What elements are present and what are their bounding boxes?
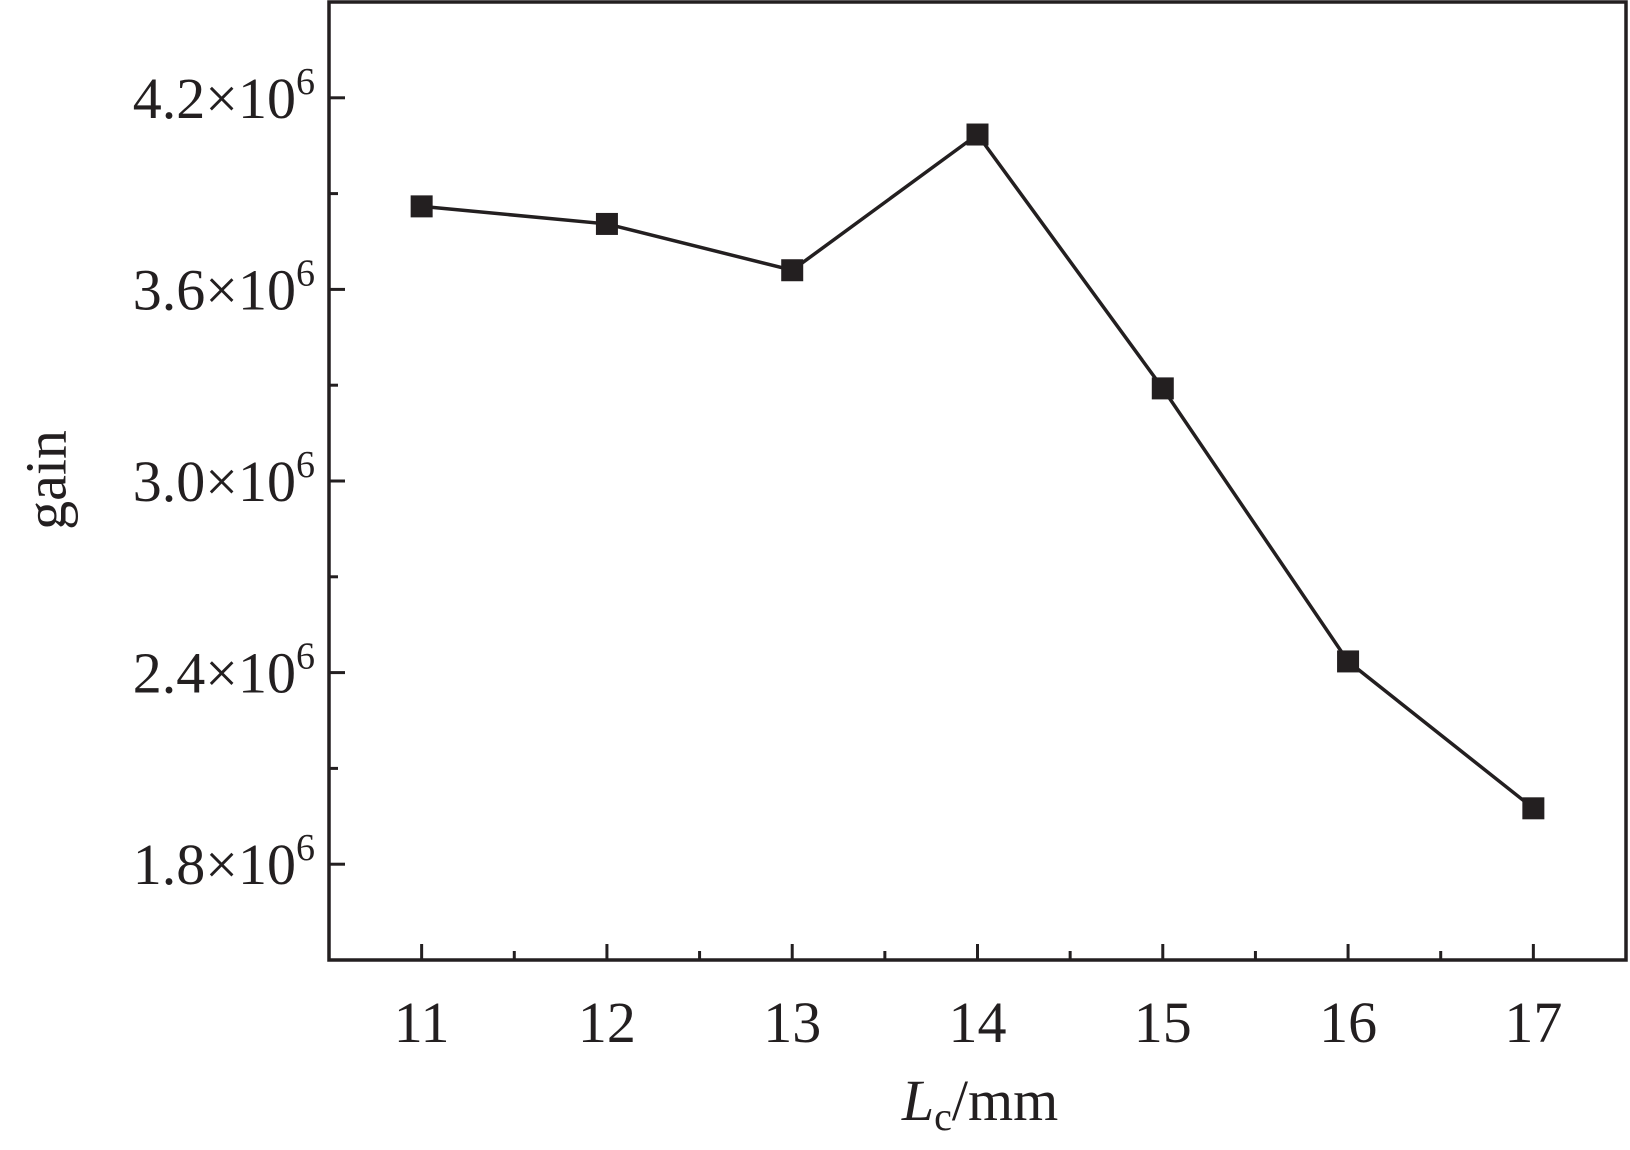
x-axis-title-symbol: L xyxy=(901,1068,934,1133)
x-tick-label: 16 xyxy=(1319,990,1377,1055)
tick-labels: 11 12 13 14 15 16 171.8×1062.4×1063.0×1063.6×1… xyxy=(133,61,1563,1055)
y-tick-exponent: 6 xyxy=(296,636,315,678)
x-tick-label: 11 xyxy=(394,990,450,1055)
y-tick-mantissa: 3.6×10 xyxy=(133,257,296,322)
axis-ticks xyxy=(329,96,1535,960)
x-tick-label: 12 xyxy=(578,990,636,1055)
data-point xyxy=(781,259,804,282)
y-tick-label: 1.8×106 xyxy=(133,827,315,897)
y-tick-label: 2.4×106 xyxy=(133,636,315,706)
y-tick-mantissa: 4.2×10 xyxy=(133,66,296,131)
y-tick-exponent: 6 xyxy=(296,827,315,869)
data-point xyxy=(410,195,433,218)
x-axis-title-subscript: c xyxy=(934,1094,952,1139)
data-point xyxy=(1522,797,1545,820)
y-tick-mantissa: 2.4×10 xyxy=(133,641,296,706)
y-tick-exponent: 6 xyxy=(296,444,315,486)
x-axis-title: Lc/mm xyxy=(901,1068,1058,1139)
series-layer xyxy=(410,123,1545,820)
x-tick-label: 15 xyxy=(1134,990,1192,1055)
y-axis-title: gain xyxy=(13,430,78,530)
x-tick-label: 13 xyxy=(763,990,821,1055)
y-tick-label: 3.6×106 xyxy=(133,252,315,322)
y-tick-label: 3.0×106 xyxy=(133,444,315,514)
y-tick-mantissa: 1.8×10 xyxy=(133,832,296,897)
x-tick-label: 17 xyxy=(1504,990,1562,1055)
data-point xyxy=(1151,377,1174,400)
data-point xyxy=(595,212,618,235)
data-point xyxy=(966,123,989,146)
data-point xyxy=(1337,650,1360,673)
y-tick-exponent: 6 xyxy=(296,252,315,294)
series-line xyxy=(421,132,1535,810)
y-tick-exponent: 6 xyxy=(296,61,315,103)
plot-frame xyxy=(327,0,1628,962)
x-axis-title-unit: /mm xyxy=(952,1068,1058,1133)
x-tick-label: 14 xyxy=(949,990,1007,1055)
y-tick-label: 4.2×106 xyxy=(133,61,315,131)
y-tick-mantissa: 3.0×10 xyxy=(133,449,296,514)
